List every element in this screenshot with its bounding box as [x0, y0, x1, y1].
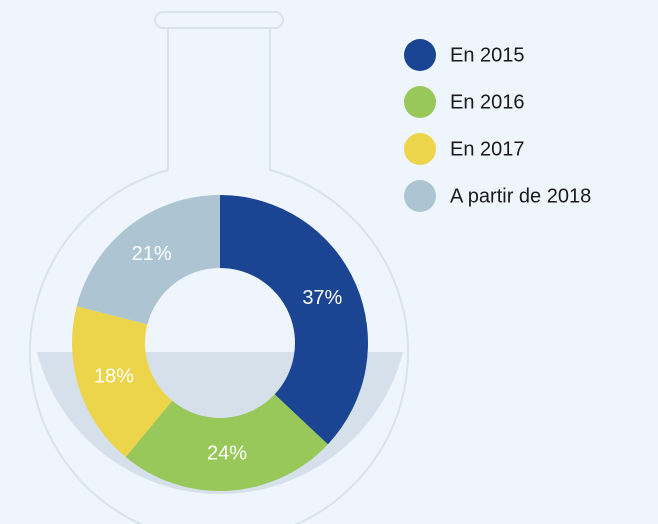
legend-label: En 2015: [450, 44, 525, 66]
legend-swatch: [404, 133, 436, 165]
legend-label: En 2017: [450, 138, 525, 160]
donut-segment: [76, 195, 220, 325]
legend-swatch: [404, 180, 436, 212]
flask-outline: [29, 28, 409, 524]
legend-label: A partir de 2018: [450, 185, 591, 207]
legend-swatch: [404, 86, 436, 118]
legend-swatch: [404, 39, 436, 71]
legend-label: En 2016: [450, 91, 525, 113]
donut-segment: [72, 306, 173, 458]
data-label: 37%: [302, 287, 342, 309]
legend: En 2015 En 2016 En 2017 A partir de 2018: [404, 39, 591, 212]
data-label: 24%: [207, 443, 247, 465]
donut-segment: [125, 394, 328, 491]
donut-segment: [220, 195, 368, 445]
donut: 37% 24% 18% 21%: [72, 195, 368, 491]
flask-rim: [154, 11, 284, 29]
data-label: 21%: [132, 243, 172, 265]
data-label: 18%: [94, 366, 134, 388]
